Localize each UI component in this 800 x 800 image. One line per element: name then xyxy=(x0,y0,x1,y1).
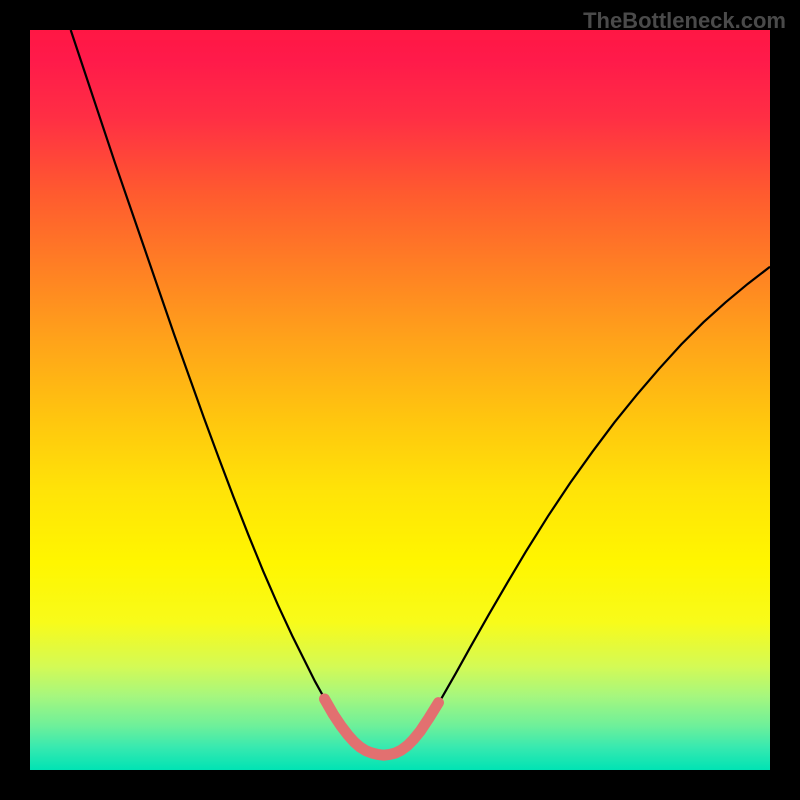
chart-container: TheBottleneck.com xyxy=(0,0,800,800)
plot-background xyxy=(30,30,770,770)
bottleneck-chart xyxy=(0,0,800,800)
watermark-text: TheBottleneck.com xyxy=(583,8,786,34)
